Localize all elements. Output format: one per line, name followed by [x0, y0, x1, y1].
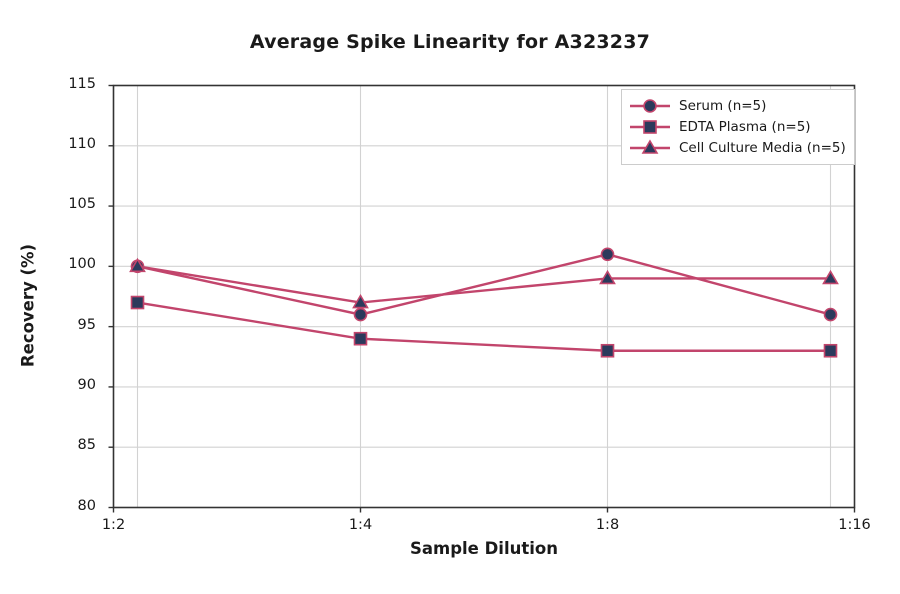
legend-item: Cell Culture Media (n=5): [629, 137, 846, 158]
legend-item: Serum (n=5): [629, 95, 846, 116]
legend-label: Cell Culture Media (n=5): [679, 139, 846, 156]
series-line: [137, 265, 831, 304]
legend-label: Serum (n=5): [679, 97, 767, 114]
legend-marker-square-icon: [630, 119, 670, 134]
data-point-marker: [352, 293, 369, 309]
legend-item: EDTA Plasma (n=5): [629, 116, 846, 137]
legend-marker-triangle-icon: [630, 138, 670, 154]
data-point-marker: [129, 257, 146, 273]
data-point-marker: [599, 269, 616, 285]
data-point-marker: [353, 331, 368, 346]
x-tick-label: 1:2: [101, 516, 126, 533]
y-tick-label: 95: [77, 316, 96, 333]
gridlines: [113, 85, 855, 508]
axis-ticks: [108, 84, 856, 513]
x-axis-label: Sample Dilution: [410, 539, 558, 558]
plot-frame: [112, 84, 856, 509]
legend-label: EDTA Plasma (n=5): [679, 118, 811, 135]
y-tick-label: 80: [77, 497, 96, 514]
data-point-marker: [600, 343, 615, 358]
x-tick-label: 1:4: [348, 516, 373, 533]
series-line: [137, 253, 831, 316]
chart-title: Average Spike Linearity for A323237: [249, 31, 651, 53]
data-point-marker: [823, 307, 838, 322]
y-tick-label: 85: [77, 437, 96, 454]
data-series: [129, 247, 839, 358]
y-tick-label: 115: [68, 75, 96, 92]
y-tick-label: 110: [68, 135, 96, 152]
y-tick-label: 105: [68, 196, 96, 213]
y-tick-label: 100: [68, 256, 96, 273]
x-tick-label: 1:16: [838, 516, 871, 533]
y-tick-label: 90: [77, 376, 96, 393]
data-point-marker: [822, 269, 839, 285]
data-point-marker: [600, 247, 615, 262]
x-tick-label: 1:8: [595, 516, 620, 533]
legend-marker-circle-icon: [630, 98, 670, 113]
chart-legend: Serum (n=5) EDTA Plasma (n=5) Cell Culture…: [621, 89, 855, 165]
data-point-marker: [353, 307, 368, 322]
data-point-marker: [130, 295, 145, 310]
series-line: [137, 301, 831, 352]
data-point-marker: [823, 343, 838, 358]
